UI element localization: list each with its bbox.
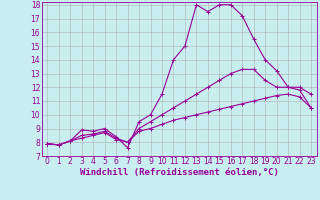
X-axis label: Windchill (Refroidissement éolien,°C): Windchill (Refroidissement éolien,°C) — [80, 168, 279, 177]
